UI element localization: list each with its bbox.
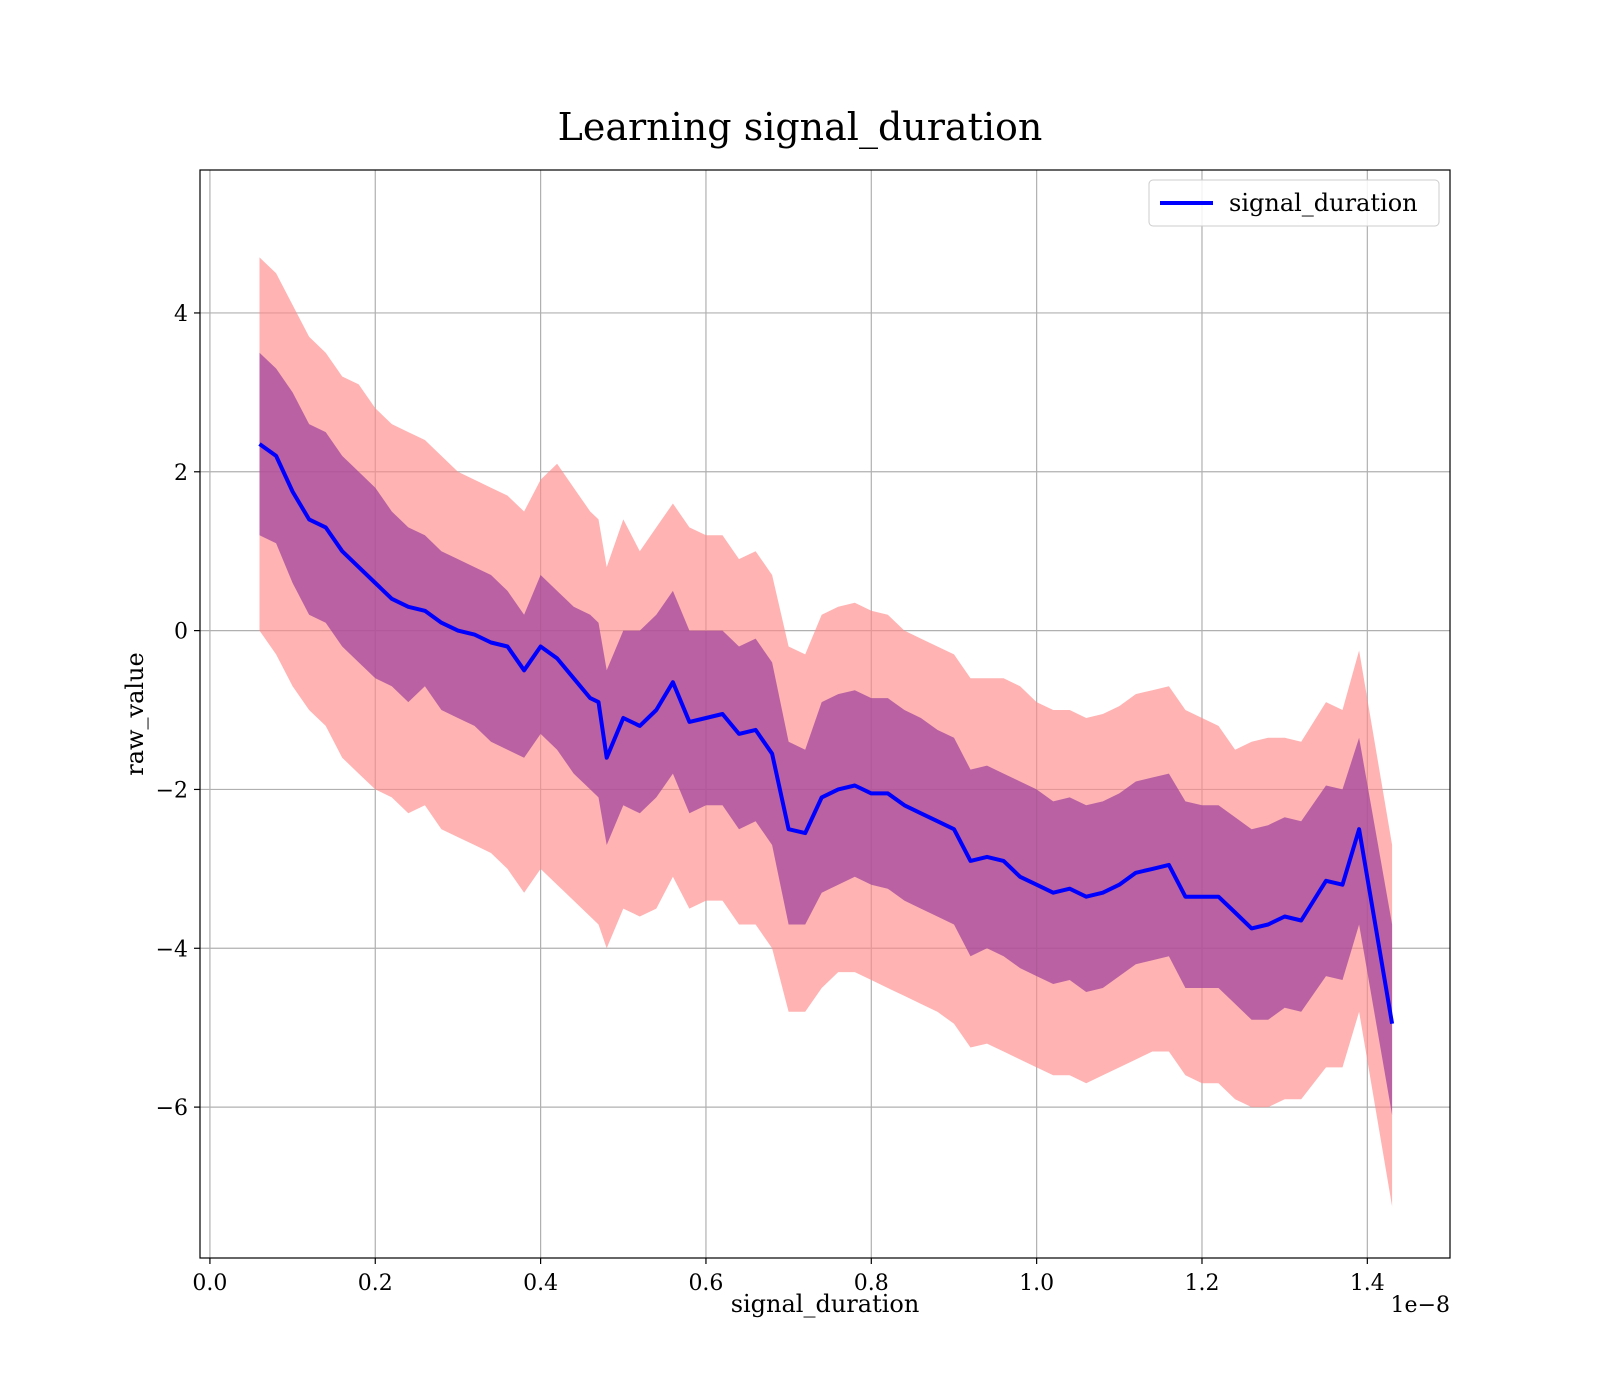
series-layer [258,442,1395,1025]
x-tick-label: 1.2 [1184,1271,1219,1296]
x-tick-label: 0.0 [192,1271,227,1296]
legend-label-signal-duration: signal_duration [1229,189,1418,217]
x-axis: 0.0 0.2 0.4 0.6 0.8 1.0 1.2 1.4 [192,1258,1385,1296]
y-tick-label: 2 [174,461,188,486]
y-axis: 4 2 0 −2 −4 −6 [156,302,200,1121]
legend: signal_duration [1148,179,1440,227]
y-tick-label: −2 [156,778,188,803]
x-tick-label: 1.0 [1019,1271,1054,1296]
legend-box [1148,179,1440,227]
y-axis-label: raw_value [121,652,149,776]
x-tick-label: 0.8 [854,1271,889,1296]
plot-frame [199,169,1451,1259]
y-tick-label: −6 [156,1096,188,1121]
x-tick-label: 1.4 [1350,1271,1385,1296]
x-axis-label: signal_duration [731,1290,920,1318]
y-tick-label: 0 [174,620,188,645]
chart-title: Learning signal_duration [558,105,1043,150]
x-tick-label: 0.4 [523,1271,558,1296]
inner-band-area [259,352,1393,1116]
x-tick-label: 0.6 [688,1271,723,1296]
x-tick-label: 0.2 [358,1271,393,1296]
y-tick-label: 4 [174,302,188,327]
y-tick-label: −4 [156,937,188,962]
confidence-bands [259,257,1393,1207]
x-offset-label: 1e−8 [1391,1293,1450,1318]
